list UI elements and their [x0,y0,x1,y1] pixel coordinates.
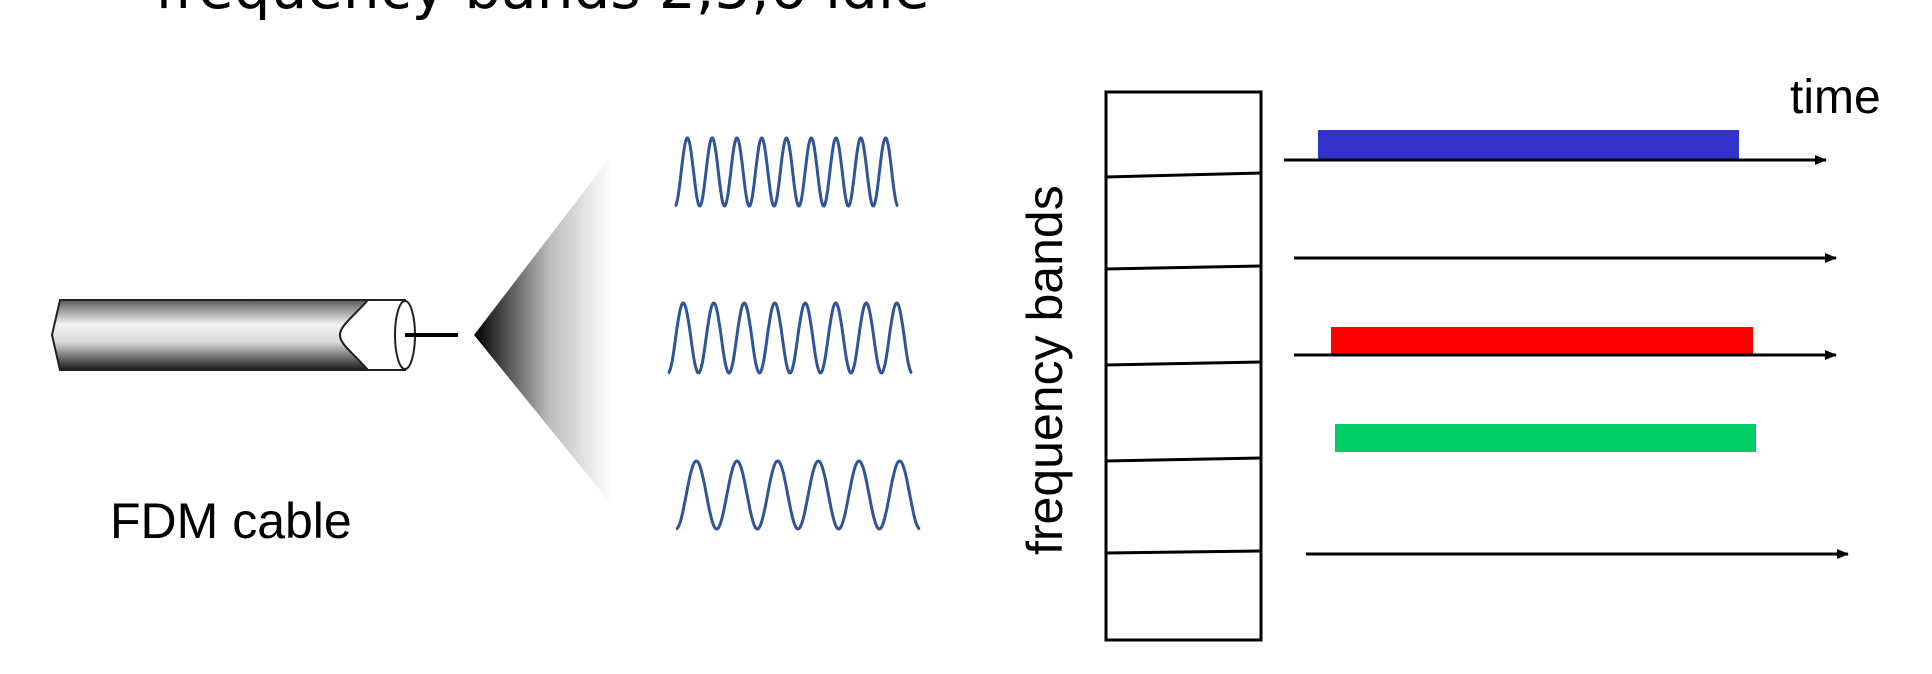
time-axis-label: time [1790,71,1881,124]
high-frequency-wave [674,136,899,208]
frequency-band-box [1104,90,1263,642]
medium-frequency-wave [667,301,913,375]
low-frequency-wave [675,459,921,531]
fdm-cable-icon [50,299,458,371]
signal-fan-shape [474,155,612,505]
frequency-axis-label: frequency bands [1017,185,1073,555]
band-4-usage-bar [1335,424,1756,452]
cable-label: FDM cable [110,493,352,549]
band-3-usage-bar [1331,327,1753,354]
band-1-usage-bar [1318,130,1739,159]
slide-title: frequency bands 2,5,6 idle [155,0,930,22]
